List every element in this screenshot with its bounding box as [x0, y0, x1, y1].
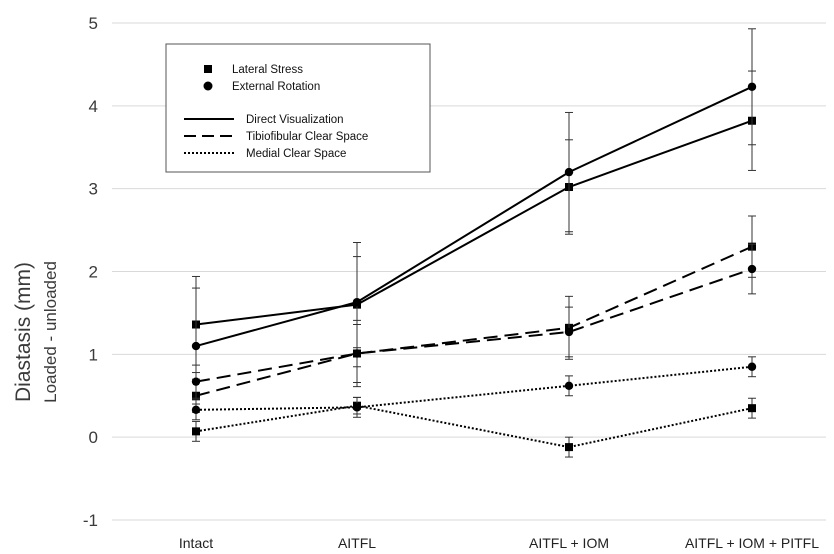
series-line [195, 365, 753, 411]
legend-circle-marker [203, 81, 213, 91]
circle-marker [564, 381, 574, 391]
x-tick-label: Intact [179, 535, 213, 551]
y-tick-label: -1 [83, 511, 98, 530]
square-marker [192, 427, 200, 436]
series-line [195, 85, 753, 348]
legend-label-medial-clear-space: Medial Clear Space [246, 148, 346, 160]
x-tick-label: AITFL [338, 535, 376, 551]
series-line [195, 404, 753, 449]
legend-label-direct-visualization: Direct Visualization [246, 114, 344, 126]
series-dotted-square [192, 396, 756, 458]
circle-marker [191, 377, 201, 386]
y-tick-label: 1 [89, 345, 98, 364]
y-tick-label: 0 [89, 428, 98, 447]
series-group [191, 28, 757, 458]
circle-marker [564, 167, 574, 177]
y-tick-label: 3 [89, 180, 98, 199]
circle-marker [191, 405, 201, 415]
y-tick-label: 4 [89, 97, 98, 116]
series-dotted-circle [191, 356, 757, 421]
series-line [195, 268, 753, 383]
y-tick-labels: -1 0 1 2 3 4 5 [83, 14, 98, 530]
series-dashed-circle [191, 243, 757, 399]
circle-marker [747, 362, 757, 371]
circle-marker [747, 264, 757, 274]
legend-label-external-rotation: External Rotation [232, 81, 320, 93]
series-solid-circle [191, 28, 757, 405]
circle-marker [352, 349, 362, 358]
y-axis-sublabel: Loaded - unloaded [41, 261, 60, 403]
circle-marker [747, 82, 757, 91]
y-axis-label: Diastasis (mm) [12, 262, 35, 402]
series-line [195, 119, 753, 326]
legend-label-lateral-stress: Lateral Stress [232, 64, 303, 76]
circle-marker [564, 327, 574, 337]
square-marker [565, 443, 573, 452]
legend-square-marker [204, 65, 212, 73]
series-line [195, 245, 753, 397]
x-tick-labels: Intact AITFL AITFL + IOM AITFL + IOM + PITF… [179, 535, 819, 551]
x-tick-label: AITFL + IOM + PITFL [685, 535, 819, 551]
legend: Lateral Stress External Rotation Direct … [165, 43, 431, 173]
square-marker [748, 404, 756, 413]
y-tick-label: 5 [89, 14, 98, 33]
circle-marker [352, 403, 362, 412]
x-tick-label: AITFL + IOM [529, 535, 609, 551]
legend-label-tibiofibular-clear-space: Tibiofibular Clear Space [246, 131, 368, 143]
circle-marker [191, 341, 201, 351]
circle-marker [352, 297, 362, 307]
y-tick-label: 2 [89, 263, 98, 282]
